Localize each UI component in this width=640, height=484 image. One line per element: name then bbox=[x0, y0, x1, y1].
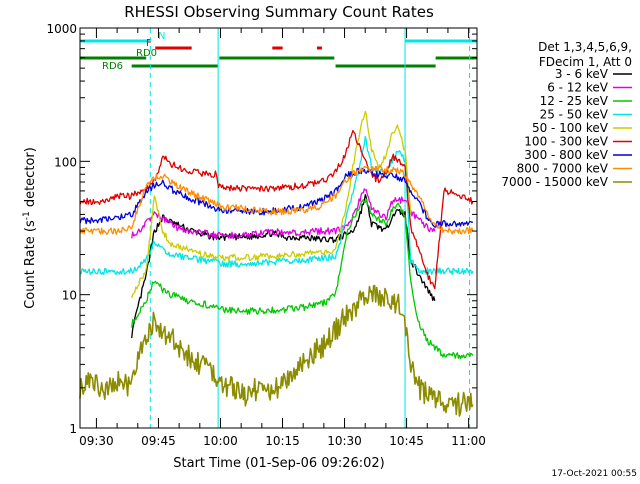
legend-label-6: 300 - 800 keV bbox=[524, 148, 608, 162]
x-tick-label-6: 11:00 bbox=[451, 434, 486, 448]
x-tick-label-1: 09:45 bbox=[141, 434, 176, 448]
x-tick-label-5: 10:45 bbox=[389, 434, 424, 448]
y-label-end: ) bbox=[23, 147, 38, 152]
y-tick-label-3: 1000 bbox=[46, 22, 77, 36]
flag-label-n: N bbox=[158, 31, 165, 42]
y-axis-label: Count Rate (s-1 detector) bbox=[22, 147, 38, 309]
series-line-1 bbox=[131, 188, 436, 239]
legend-label-3: 25 - 50 keV bbox=[540, 108, 609, 122]
legend-header-line-2: FDecim 1, Att 0 bbox=[539, 55, 632, 69]
series-line-4 bbox=[131, 110, 412, 298]
x-tick-label-3: 10:15 bbox=[265, 434, 300, 448]
series-line-2 bbox=[131, 198, 474, 360]
y-tick-label-1: 10 bbox=[62, 289, 77, 303]
legend-label-2: 12 - 25 keV bbox=[540, 94, 609, 108]
legend-label-8: 7000 - 15000 keV bbox=[501, 175, 608, 189]
flag-label-rd0: RD0 bbox=[136, 48, 157, 59]
series-line-5 bbox=[79, 129, 474, 290]
legend-label-1: 6 - 12 keV bbox=[547, 81, 609, 95]
series-line-8 bbox=[79, 284, 474, 417]
plot-frame bbox=[79, 27, 478, 429]
series-line-0 bbox=[131, 194, 436, 339]
x-tick-label-2: 10:00 bbox=[203, 434, 238, 448]
series-line-6 bbox=[79, 167, 474, 228]
y-label-tail: detector bbox=[23, 152, 38, 212]
footer-date: 17-Oct-2021 00:55 bbox=[552, 469, 637, 479]
flag-label-rd6: RD6 bbox=[102, 61, 123, 72]
y-tick-label-2: 100 bbox=[54, 155, 77, 169]
flag-label-f: F bbox=[146, 38, 152, 49]
y-label-sup: -1 bbox=[22, 211, 32, 220]
series-line-3 bbox=[79, 135, 474, 276]
x-tick-label-0: 09:30 bbox=[79, 434, 114, 448]
x-axis-label: Start Time (01-Sep-06 09:26:02) bbox=[173, 456, 384, 471]
legend-header-line-1: Det 1,3,4,5,6,9, bbox=[538, 40, 632, 54]
legend-label-4: 50 - 100 keV bbox=[532, 121, 609, 135]
legend-label-0: 3 - 6 keV bbox=[555, 67, 609, 81]
series-lines bbox=[79, 110, 474, 417]
legend-label-7: 800 - 7000 keV bbox=[517, 162, 609, 176]
x-tick-label-4: 10:30 bbox=[327, 434, 362, 448]
axes: 1 10 100 1000 09:30 09:45 10:00 10:15 10:30 10:45… bbox=[46, 22, 485, 448]
chart-title: RHESSI Observing Summary Count Rates bbox=[124, 3, 434, 21]
y-tick-label-0: 1 bbox=[69, 422, 77, 436]
legend-label-5: 100 - 300 keV bbox=[524, 135, 608, 149]
y-label-main: Count Rate (s bbox=[23, 220, 38, 309]
series-line-7 bbox=[79, 165, 474, 235]
